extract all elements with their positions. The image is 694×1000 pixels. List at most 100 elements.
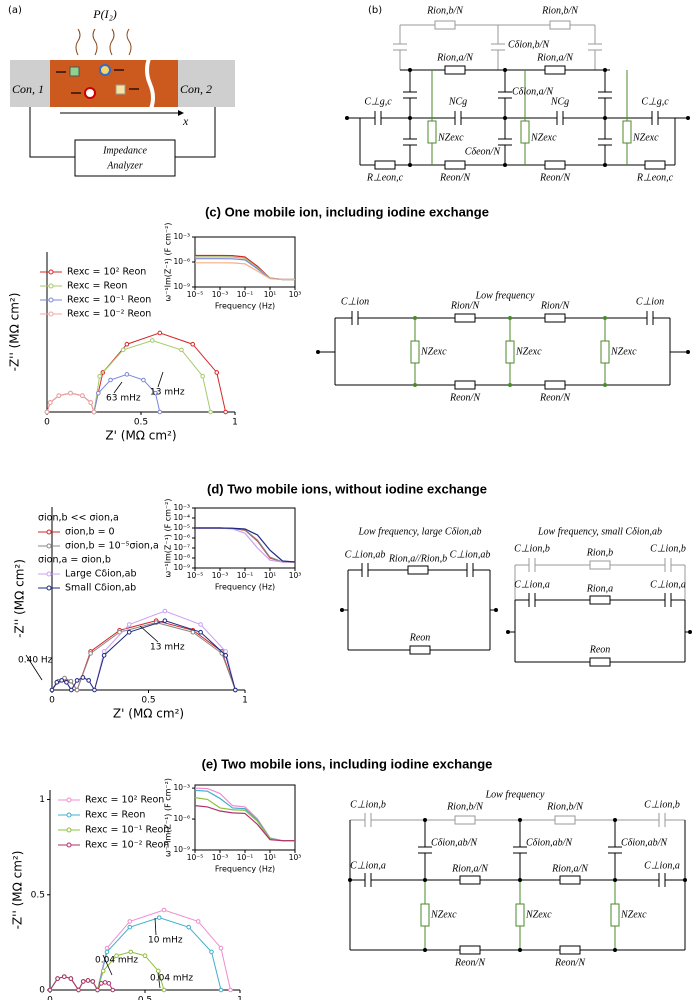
series-line (51, 620, 236, 692)
x-tick-label: 0 (44, 418, 50, 428)
y-tick-label: 10⁻⁴ (173, 513, 190, 522)
resistor (520, 120, 530, 144)
data-point (198, 629, 203, 635)
x-tick-label: 10⁻¹ (237, 853, 254, 862)
data-point (157, 330, 163, 336)
data-point (156, 968, 161, 974)
data-point (186, 924, 191, 930)
x-tick-label: 10¹ (264, 571, 277, 580)
node (506, 630, 510, 634)
data-point (69, 687, 74, 693)
species (99, 64, 111, 76)
node (686, 116, 690, 120)
capacitor-gap (365, 878, 371, 882)
data-point (91, 409, 97, 415)
circuit-label: Low frequency, large Cδion,ab (357, 526, 481, 537)
resistor (515, 903, 525, 927)
legend-label: Rexc = 10² Reon (85, 795, 164, 806)
section-title: (e) Two mobile ions, including iodine ex… (202, 756, 493, 771)
circuit-label: Rion/N (540, 300, 571, 311)
analyzer-label: Impedance (102, 145, 147, 156)
circuit-label: Reon/N (539, 392, 571, 403)
circuit-label: Cδion,ab/N (431, 837, 478, 848)
circuit-label: C⊥g,c (641, 96, 669, 107)
annotation-arrow (139, 625, 159, 643)
circuit-label: Rion,b/N (446, 801, 484, 812)
node (408, 68, 412, 72)
resistor (622, 120, 632, 144)
node (508, 316, 512, 320)
resistor (544, 380, 566, 390)
node (413, 316, 417, 320)
legend-label: Small Cδion,ab (65, 583, 136, 594)
node (345, 116, 349, 120)
sample (50, 60, 178, 107)
node (683, 878, 687, 882)
node (518, 878, 522, 882)
arrow-head (178, 110, 184, 116)
data-point (162, 608, 168, 614)
circuit-label: C⊥ion,a (644, 860, 680, 871)
x-tick-label: 1 (237, 996, 243, 1000)
resistor (407, 565, 429, 575)
x-tick-label: 0 (49, 696, 55, 706)
y-tick-label: 1 (39, 795, 45, 805)
circuit-label: NZexc (525, 909, 552, 920)
data-point (124, 341, 130, 347)
series-line (49, 917, 222, 992)
capacitor-gap (593, 44, 597, 50)
data-point (190, 341, 195, 347)
resistor (409, 645, 431, 655)
resistor (544, 313, 566, 323)
legend-marker (46, 571, 52, 577)
legend-marker (48, 311, 54, 317)
data-point (101, 653, 107, 658)
data-point (62, 675, 67, 681)
legend-label: Rexc = 10⁻¹ Reon (67, 295, 151, 306)
annotation: 13 mHz (150, 388, 185, 398)
circuit-label: Reon/N (454, 957, 486, 968)
data-point (90, 979, 96, 984)
capacitor-gap (603, 92, 607, 98)
y-tick-label: 10⁻³ (173, 503, 190, 512)
resistor (434, 20, 456, 30)
circuit-label: NCg (448, 96, 467, 107)
data-point (55, 976, 60, 981)
resistor (600, 340, 610, 364)
x-tick-label: 10⁻⁵ (187, 853, 204, 862)
data-point (200, 373, 205, 379)
circuit-label: Rion,b/N (426, 5, 464, 16)
x-tick-label: 10⁻³ (212, 853, 229, 862)
x-tick-label: 10⁻³ (212, 290, 229, 299)
legend-label: σion,b = 0 (65, 527, 115, 538)
x-tick-label: 0.5 (141, 696, 155, 706)
legend-header: σion,a = σion,b (38, 555, 111, 566)
data-point (104, 949, 110, 955)
gas-arrows (75, 28, 132, 56)
circuit-label: NZexc (515, 346, 542, 357)
capacitor-gap (423, 847, 427, 853)
circuit-label: Rion,a (586, 583, 613, 594)
y-axis-label: -Z'' (MΩ cm²) (11, 851, 25, 930)
circuit-label: Reon/N (554, 957, 586, 968)
data-point (228, 987, 233, 993)
axis-label: x (182, 114, 189, 128)
legend-marker (48, 269, 54, 275)
x-axis-label: Frequency (Hz) (215, 865, 275, 874)
legend-marker (66, 797, 72, 803)
circuit-label: C⊥ion,b (644, 799, 680, 810)
resistor (454, 815, 476, 825)
x-tick-label: 10⁻⁵ (187, 571, 204, 580)
y-tick-label: 10⁻⁹ (173, 282, 190, 291)
data-point (88, 651, 93, 656)
legend-label: Rexc = Reon (67, 281, 127, 292)
data-point (124, 372, 130, 377)
data-point (92, 687, 97, 693)
circuit-label: NCg (550, 96, 569, 107)
circuit-label: C⊥ion (636, 296, 664, 307)
node (503, 163, 507, 167)
data-point (214, 370, 220, 375)
circuit-label: Low frequency, small Cδion,ab (537, 526, 662, 537)
data-point (99, 981, 104, 986)
